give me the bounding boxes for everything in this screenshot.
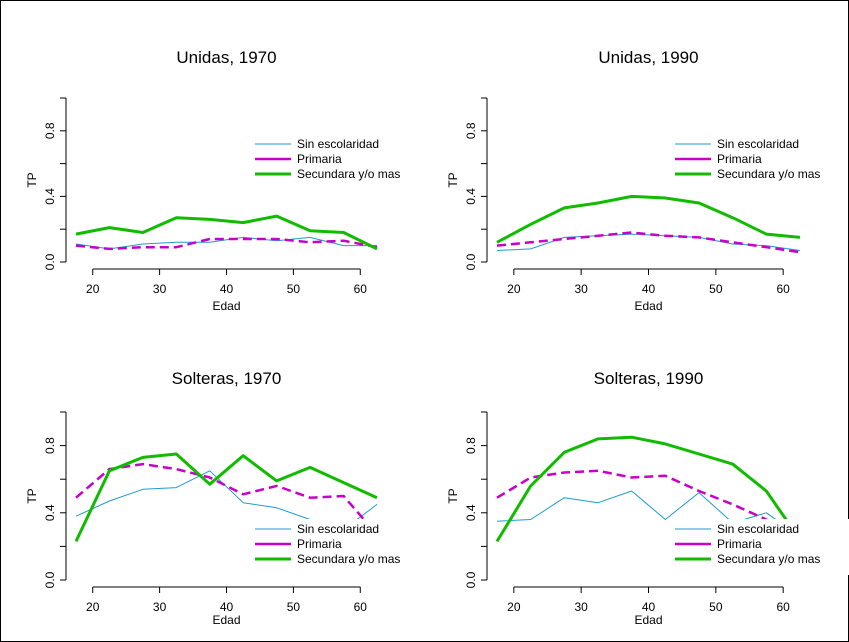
legend-label: Sin escolaridad bbox=[297, 522, 379, 536]
y-tick-label: 0.8 bbox=[464, 122, 478, 139]
series-line-secundaria bbox=[75, 214, 378, 251]
x-tick-label: 60 bbox=[776, 600, 790, 614]
panel-title: Solteras, 1970 bbox=[172, 369, 282, 388]
x-tick-label: 40 bbox=[642, 282, 656, 296]
y-tick-label: 0.0 bbox=[464, 571, 478, 588]
x-tick-label: 40 bbox=[642, 600, 656, 614]
x-tick-label: 50 bbox=[287, 282, 301, 296]
x-tick-label: 20 bbox=[86, 282, 100, 296]
x-tick-label: 30 bbox=[574, 282, 588, 296]
panel-1: Unidas, 1970 0.0 0.4 0.8 TP 20 30 40 50 60 Edad Sin… bbox=[25, 48, 400, 313]
y-tick-label: 0.4 bbox=[464, 188, 478, 205]
series-line-secundaria bbox=[496, 194, 801, 244]
y-tick-label: 0.8 bbox=[464, 437, 478, 454]
x-tick-label: 60 bbox=[354, 282, 368, 296]
x-tick-label: 30 bbox=[574, 600, 588, 614]
panel-4: Solteras, 1990 0.0 0.4 0.8 TP 20 30 40 50 60 Edad S… bbox=[446, 369, 849, 627]
legend-label: Secundara y/o mas bbox=[297, 167, 400, 181]
y-tick-label: 0.0 bbox=[464, 253, 478, 270]
series-line-primaria bbox=[75, 462, 378, 536]
y-tick-label: 0.0 bbox=[43, 571, 57, 588]
x-tick-label: 20 bbox=[86, 600, 100, 614]
series-line-primaria bbox=[496, 469, 801, 541]
x-tick-label: 60 bbox=[354, 600, 368, 614]
x-tick-label: 40 bbox=[220, 282, 234, 296]
y-tick-label: 0.4 bbox=[43, 504, 57, 521]
panel-title: Unidas, 1990 bbox=[598, 48, 698, 67]
x-tick-label: 20 bbox=[507, 282, 521, 296]
x-tick-label: 50 bbox=[287, 600, 301, 614]
x-tick-label: 20 bbox=[507, 600, 521, 614]
legend-label: Sin escolaridad bbox=[717, 137, 799, 151]
y-axis-label: TP bbox=[446, 172, 460, 187]
panel-title: Unidas, 1970 bbox=[176, 48, 276, 67]
legend-label: Primaria bbox=[717, 152, 762, 166]
legend-background bbox=[247, 519, 437, 575]
series-line-primaria bbox=[496, 231, 801, 254]
panel-2: Unidas, 1990 0.0 0.4 0.8 TP 20 30 40 50 60 Edad Sin… bbox=[446, 48, 820, 313]
series-line-secundaria bbox=[74, 452, 378, 543]
legend-label: Sin escolaridad bbox=[297, 137, 379, 151]
x-tick-label: 40 bbox=[220, 600, 234, 614]
x-tick-label: 60 bbox=[776, 282, 790, 296]
x-axis-label: Edad bbox=[634, 613, 662, 627]
panel-title: Solteras, 1990 bbox=[594, 369, 704, 388]
y-tick-label: 0.4 bbox=[464, 504, 478, 521]
legend-label: Primaria bbox=[297, 152, 342, 166]
y-axis-label: TP bbox=[25, 488, 39, 503]
y-axis-label: TP bbox=[446, 488, 460, 503]
panel-3: Solteras, 1970 0.0 0.4 0.8 TP 20 30 40 50 60 Edad S… bbox=[25, 369, 437, 627]
x-axis-label: Edad bbox=[212, 299, 240, 313]
legend-label: Sin escolaridad bbox=[717, 522, 799, 536]
series-line-primaria bbox=[75, 237, 378, 251]
y-tick-label: 0.4 bbox=[43, 188, 57, 205]
legend-label: Primaria bbox=[717, 537, 762, 551]
series-line-sin bbox=[496, 490, 801, 537]
legend-label: Secundara y/o mas bbox=[297, 552, 400, 566]
legend-label: Secundara y/o mas bbox=[717, 167, 820, 181]
y-axis-label: TP bbox=[25, 172, 39, 187]
y-tick-label: 0.0 bbox=[43, 253, 57, 270]
x-axis-label: Edad bbox=[212, 613, 240, 627]
y-tick-label: 0.8 bbox=[43, 122, 57, 139]
x-tick-label: 50 bbox=[709, 600, 723, 614]
legend-label: Primaria bbox=[297, 537, 342, 551]
x-tick-label: 30 bbox=[153, 282, 167, 296]
legend-label: Secundara y/o mas bbox=[717, 552, 820, 566]
y-tick-label: 0.8 bbox=[43, 437, 57, 454]
series-line-secundaria bbox=[495, 435, 802, 543]
legend-background bbox=[667, 519, 849, 575]
x-tick-label: 30 bbox=[153, 600, 167, 614]
x-tick-label: 50 bbox=[709, 282, 723, 296]
x-axis-label: Edad bbox=[634, 299, 662, 313]
